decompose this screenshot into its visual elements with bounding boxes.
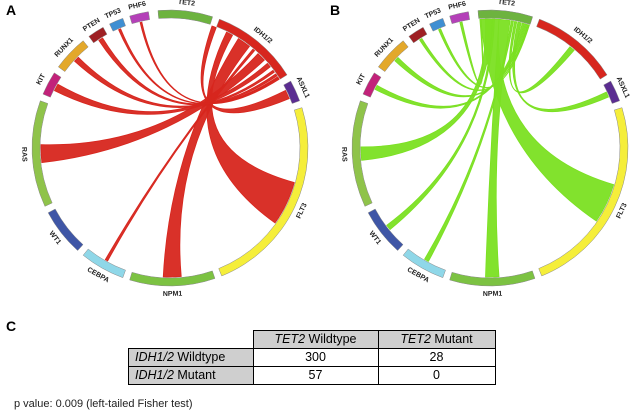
gene-label-wt1: WT1: [367, 230, 382, 246]
ribbon-tp53: [118, 28, 279, 105]
gene-label-wt1: WT1: [47, 230, 62, 246]
cell-r2c2: 0: [377, 366, 496, 385]
arc-tp53: [429, 18, 446, 32]
row-header-mutant: IDH1/2 Mutant: [128, 366, 254, 385]
arc-flt3: [538, 107, 629, 277]
arc-flt3: [218, 107, 309, 277]
arc-pten: [88, 26, 108, 44]
ribbon-ras: [360, 18, 493, 161]
arc-ras: [31, 100, 53, 207]
gene-label-kit: KIT: [356, 72, 368, 86]
gene-label-tet2: TET2: [498, 0, 516, 8]
table-header-row: TET2 Wildtype TET2 Mutant: [129, 330, 496, 349]
arc-cebpa: [402, 248, 446, 278]
arc-npm1: [449, 270, 536, 287]
panel-label-c: C: [6, 318, 17, 334]
ribbon-wt1: [386, 18, 495, 231]
chord-diagram-idh: TET2IDH1/2ASXL1FLT3NPM1CEBPAWT1RASKITRUN…: [20, 0, 310, 298]
cell-r1c2: 28: [377, 348, 496, 367]
p-value-note: p value: 0.009 (left-tailed Fisher test): [14, 398, 193, 410]
gene-label-npm1: NPM1: [483, 291, 503, 298]
arc-wt1: [367, 208, 404, 251]
arc-runx1: [58, 40, 89, 72]
panel-label-a: A: [6, 2, 17, 18]
ribbon-npm1: [162, 38, 250, 278]
gene-label-phf6: PHF6: [448, 1, 467, 12]
ribbon-asxl1: [512, 21, 610, 113]
gene-label-flt3: FLT3: [615, 202, 628, 220]
ribbon-idh12: [508, 20, 575, 94]
gene-label-tp53: TP53: [104, 7, 122, 20]
row-header-wildtype: IDH1/2 Wildtype: [128, 348, 254, 367]
contingency-table: TET2 Wildtype TET2 Mutant IDH1/2 Wildtyp…: [128, 330, 496, 385]
arc-wt1: [47, 208, 84, 251]
gene-label-phf6: PHF6: [128, 1, 147, 12]
arc-idh12: [216, 18, 288, 80]
ribbon-flt3: [206, 31, 295, 224]
arc-tp53: [109, 18, 126, 32]
gene-label-ras: RAS: [20, 147, 28, 162]
ribbon-kit: [53, 62, 271, 115]
gene-label-ras: RAS: [340, 147, 348, 162]
ribbon-kit: [374, 22, 525, 109]
arc-phf6: [129, 11, 150, 24]
table-row: IDH1/2 Mutant 57 0: [128, 366, 496, 385]
arc-cebpa: [82, 248, 126, 278]
ribbon-phf6: [139, 21, 280, 104]
arc-asxl1: [603, 80, 620, 104]
panel-label-b: B: [330, 2, 341, 18]
arc-asxl1: [283, 80, 300, 104]
gene-label-npm1: NPM1: [163, 291, 183, 298]
arc-ras: [351, 100, 373, 207]
ribbon-phf6: [459, 18, 484, 85]
gene-label-flt3: FLT3: [295, 202, 308, 220]
ribbon-runx1: [74, 56, 275, 108]
arc-kit: [42, 72, 62, 98]
chord-diagram-tet2: TET2IDH1/2ASXL1FLT3NPM1CEBPAWT1RASKITRUN…: [340, 0, 630, 298]
cell-r2c1: 57: [252, 366, 379, 385]
ribbon-runx1: [394, 23, 528, 98]
arc-idh12: [536, 18, 608, 80]
table-row: IDH1/2 Wildtype 300 28: [128, 348, 496, 367]
ribbon-cebpa: [104, 48, 256, 262]
ribbon-cebpa: [423, 20, 514, 262]
col-header-wildtype: TET2 Wildtype: [252, 330, 379, 349]
col-header-mutant: TET2 Mutant: [377, 330, 496, 349]
gene-label-tp53: TP53: [424, 7, 442, 20]
gene-label-tet2: TET2: [178, 0, 196, 8]
table-corner: [129, 331, 254, 349]
arc-tet2: [157, 9, 213, 25]
arc-pten: [408, 26, 428, 44]
arc-tet2: [477, 9, 533, 25]
cell-r1c1: 300: [252, 348, 379, 367]
ribbon-pten: [98, 37, 278, 106]
arc-runx1: [378, 40, 409, 72]
arc-npm1: [129, 270, 216, 287]
ribbon-npm1: [485, 18, 511, 278]
ribbon-ras: [40, 53, 265, 164]
gene-label-kit: KIT: [36, 72, 48, 86]
arc-kit: [362, 72, 382, 98]
ribbon-tp53: [438, 24, 530, 89]
arc-phf6: [449, 11, 470, 24]
